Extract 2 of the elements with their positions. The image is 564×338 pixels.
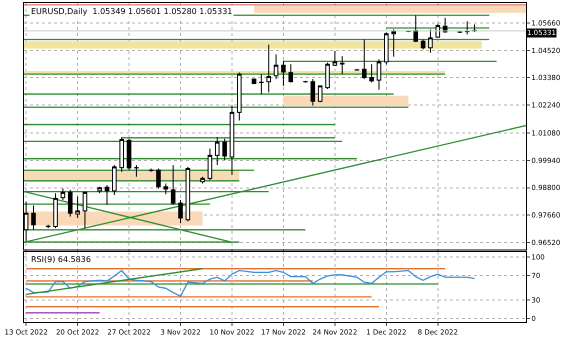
chart-title: RSI(9) 64.5836 <box>31 255 91 264</box>
text: EURUSD,Daily 1.05349 1.05601 1.05280 1.05331 <box>31 7 232 16</box>
